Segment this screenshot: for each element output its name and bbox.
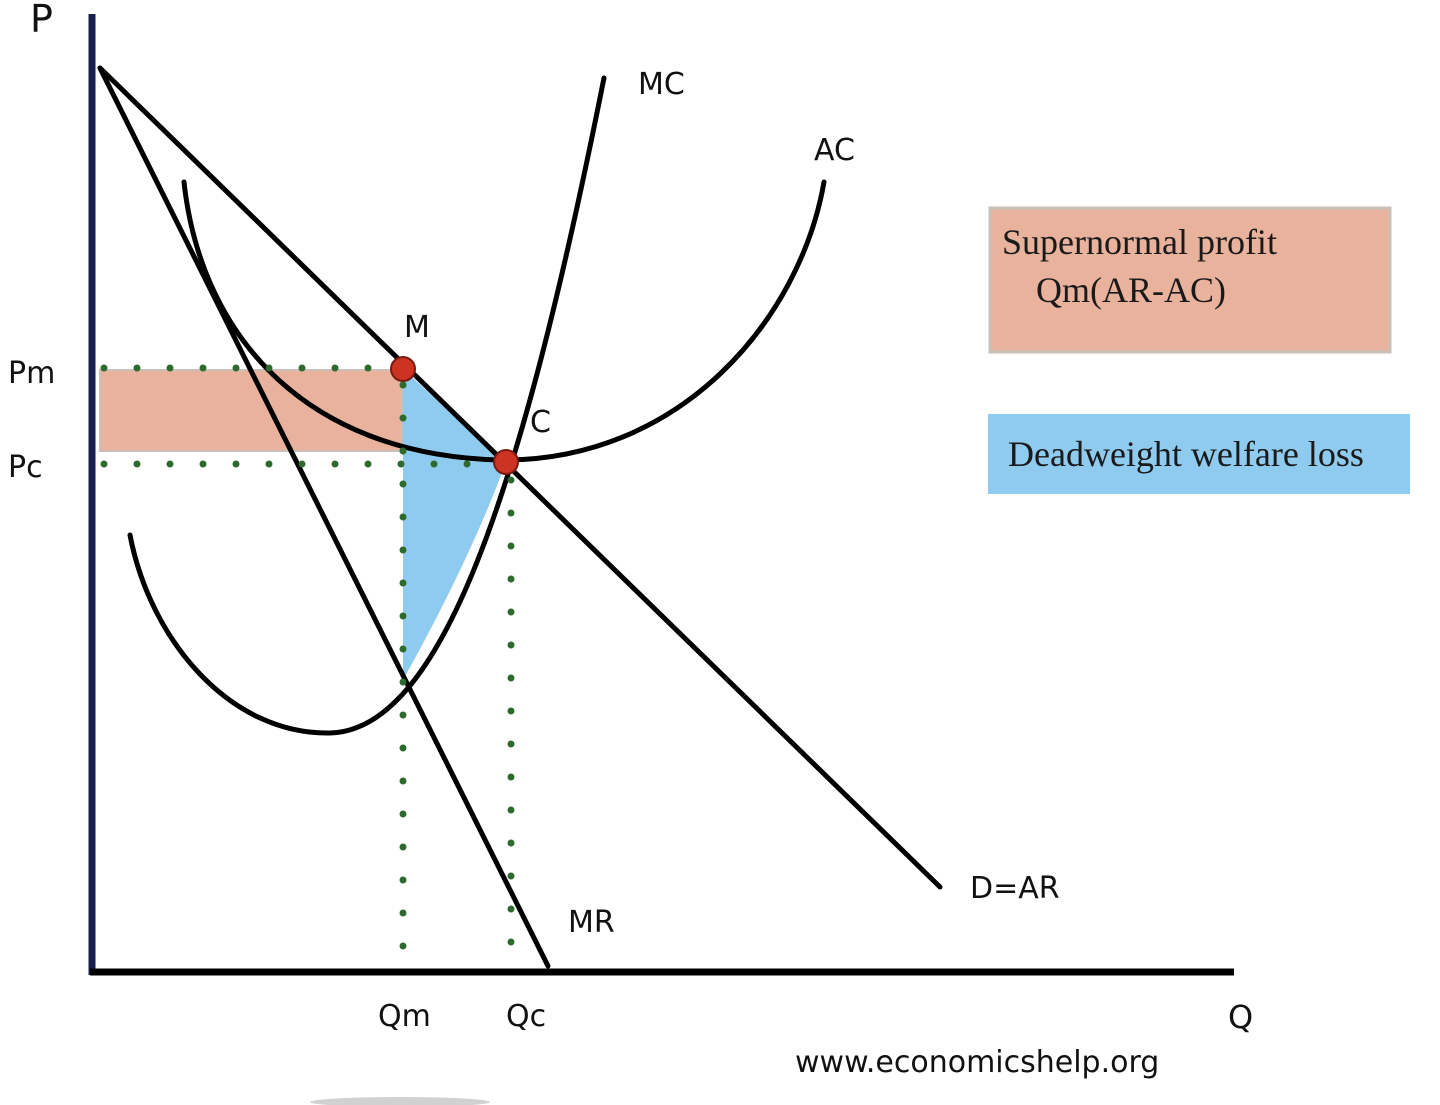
competitive-point-label: C: [530, 405, 551, 440]
legend-profit-line2: Qm(AR-AC): [1036, 270, 1226, 310]
x-axis-label: Q: [1228, 998, 1253, 1036]
legend-profit-swatch: [988, 206, 1392, 354]
demand-label: D=AR: [970, 871, 1060, 906]
mr-label: MR: [568, 905, 615, 940]
qc-label: Qc: [506, 999, 546, 1034]
legend-deadweight-loss: Deadweight welfare loss: [988, 414, 1410, 494]
demand-curve: [97, 65, 943, 890]
monopoly-point-label: M: [404, 310, 430, 345]
legend-supernormal-profit: Supernormal profit Qm(AR-AC): [988, 206, 1392, 354]
legend-profit-line1: Supernormal profit: [1002, 222, 1277, 262]
monopoly-point: [390, 356, 416, 382]
qm-label: Qm: [378, 999, 431, 1034]
pc-label: Pc: [8, 450, 43, 485]
legend-deadweight-swatch: [988, 414, 1410, 494]
mc-label: MC: [638, 67, 685, 102]
supernormal-profit-area: [99, 369, 403, 452]
mr-curve: [97, 65, 551, 969]
mc-curve: [127, 75, 607, 736]
source-credit: www.economicshelp.org: [795, 1045, 1159, 1080]
deadweight-loss-area: [403, 369, 506, 680]
scan-artifact: [310, 1097, 490, 1105]
y-axis-label: P: [30, 0, 53, 41]
ac-label: AC: [814, 133, 855, 168]
legend-deadweight-text: Deadweight welfare loss: [1008, 434, 1364, 474]
pm-label: Pm: [8, 356, 55, 391]
competitive-point: [493, 449, 519, 475]
